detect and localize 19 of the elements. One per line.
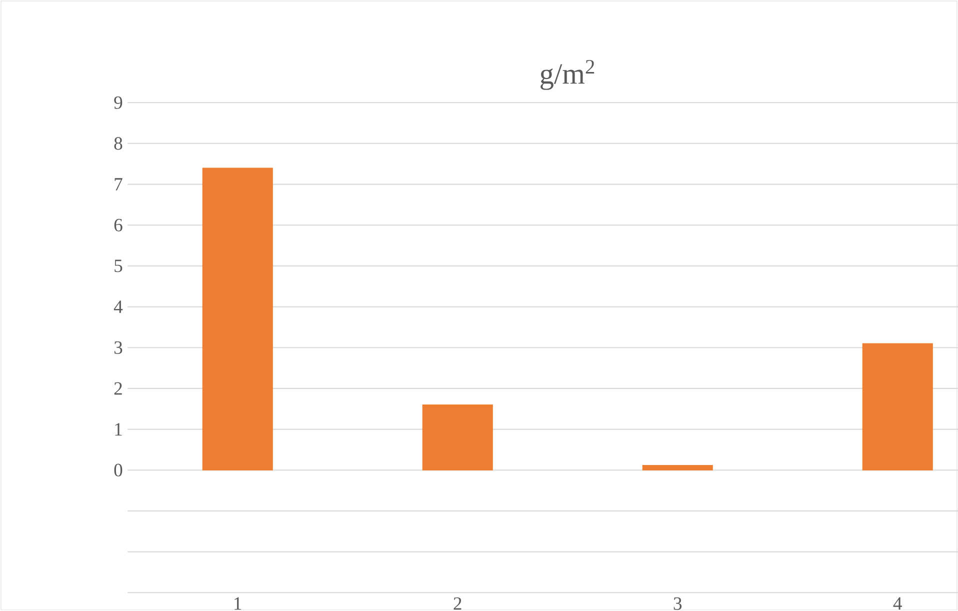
y-tick-label: 7	[114, 178, 122, 190]
bar	[862, 343, 933, 470]
y-tick-label: 2	[114, 382, 122, 395]
x-tick-label: 1	[234, 597, 242, 610]
y-tick-label: 6	[114, 218, 122, 232]
y-tick-label: 5	[114, 260, 122, 272]
y-tick-label: 3	[114, 341, 122, 354]
bar	[202, 168, 273, 470]
x-tick-label: 4	[893, 597, 902, 610]
bar	[422, 404, 493, 470]
y-tick-label: 0	[114, 464, 122, 476]
y-tick-label: 9	[114, 96, 122, 109]
x-tick-label: 2	[454, 597, 462, 610]
chart-title: g/m$^{2}$	[540, 60, 594, 90]
y-tick-label: 4	[114, 300, 123, 313]
y-tick-label: 8	[114, 137, 122, 150]
bar	[642, 464, 713, 470]
y-tick-label: 1	[115, 423, 122, 436]
x-tick-label: 3	[674, 597, 682, 610]
